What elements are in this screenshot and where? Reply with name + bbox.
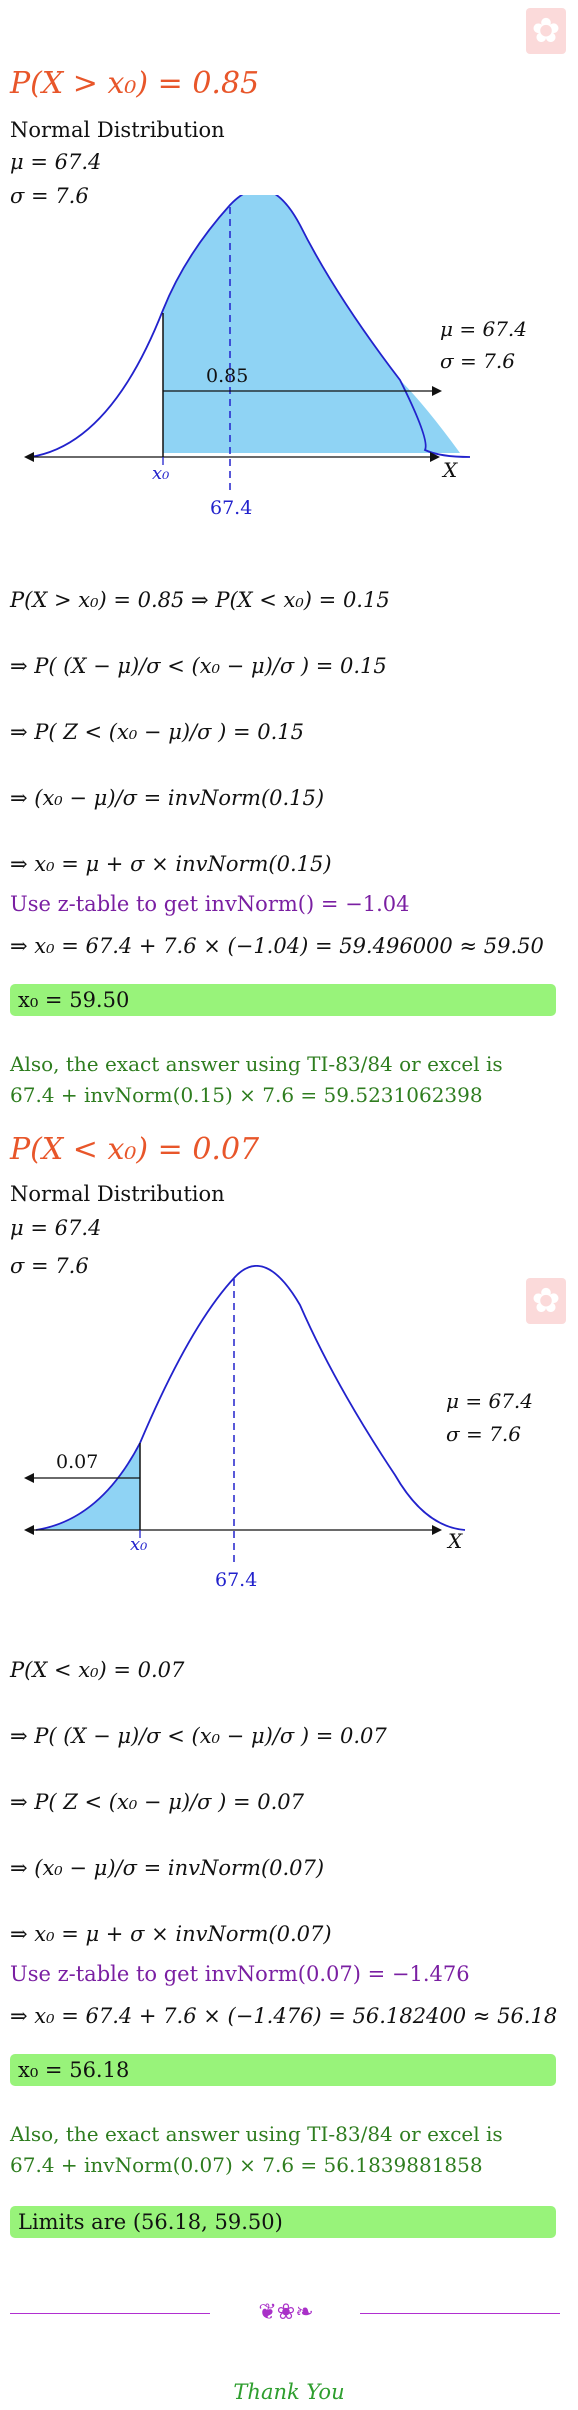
part1-step-3: ⇒ P( Z < (x₀ − μ)/σ ) = 0.15 (10, 720, 305, 744)
part1-mean-label: 67.4 (210, 497, 252, 519)
part1-title: P(X > x₀) = 0.85 (10, 66, 260, 101)
star-watermark-icon: ✿ (531, 1281, 561, 1321)
part2-mu: μ = 67.4 (10, 1216, 102, 1240)
part1-sigma: σ = 7.6 (10, 184, 89, 208)
part2-ztable-note: Use z-table to get invNorm(0.07) = −1.47… (10, 1962, 470, 1986)
part2-mean-label: 67.4 (215, 1569, 257, 1591)
divider-left (10, 2313, 210, 2314)
part2-graph-sigma: σ = 7.6 (446, 1422, 521, 1446)
part1-step-5: ⇒ x₀ = μ + σ × invNorm(0.15) (10, 852, 332, 876)
part2-exact-line-2: 67.4 + invNorm(0.07) × 7.6 = 56.18398818… (10, 2153, 483, 2177)
watermark-logo-2: ✿ (526, 1278, 566, 1324)
part1-result-box: x₀ = 59.50 (10, 984, 556, 1016)
part2-step-3: ⇒ P( Z < (x₀ − μ)/σ ) = 0.07 (10, 1790, 305, 1814)
part1-curve (29, 195, 471, 458)
part1-normal-curve-graph: 0.85 x₀ 67.4 X μ = 67.4 σ = 7.6 (24, 195, 527, 519)
part2-normal-curve-graph: 0.07 x₀ 67.4 X μ = 67.4 σ = 7.6 (24, 1265, 533, 1591)
part1-exact-line-1: Also, the exact answer using TI-83/84 or… (10, 1052, 503, 1076)
part2-axis-label: X (446, 1529, 463, 1553)
part2-title: P(X < x₀) = 0.07 (10, 1132, 260, 1167)
part1-area-label: 0.85 (206, 365, 248, 387)
star-watermark-icon: ✿ (531, 11, 561, 51)
part1-compute: ⇒ x₀ = 67.4 + 7.6 × (−1.04) = 59.496000 … (10, 934, 544, 958)
thank-you-text: Thank You (233, 2380, 345, 2404)
part1-shaded-area (163, 195, 460, 453)
part1-step-4: ⇒ (x₀ − μ)/σ = invNorm(0.15) (10, 786, 325, 810)
divider-right (360, 2313, 560, 2314)
part2-sigma: σ = 7.6 (10, 1254, 89, 1278)
part1-x0-label: x₀ (152, 463, 169, 484)
part2-dist-label: Normal Distribution (10, 1182, 225, 1206)
watermark-logo-1: ✿ (526, 8, 566, 54)
part2-curve (35, 1265, 466, 1531)
part2-area-label: 0.07 (56, 1451, 98, 1473)
part2-step-5: ⇒ x₀ = μ + σ × invNorm(0.07) (10, 1922, 332, 1946)
part2-exact-line-1: Also, the exact answer using TI-83/84 or… (10, 2122, 503, 2146)
part2-step-2: ⇒ P( (X − μ)/σ < (x₀ − μ)/σ ) = 0.07 (10, 1724, 387, 1748)
part2-step-4: ⇒ (x₀ − μ)/σ = invNorm(0.07) (10, 1856, 325, 1880)
part1-graph-mu: μ = 67.4 (440, 317, 527, 341)
part1-ztable-note: Use z-table to get invNorm() = −1.04 (10, 892, 410, 916)
ornament-icon: ❦❀❧ (258, 2300, 314, 2325)
limits-box: Limits are (56.18, 59.50) (10, 2206, 556, 2238)
part2-result-box: x₀ = 56.18 (10, 2054, 556, 2086)
part1-dist-label: Normal Distribution (10, 118, 225, 142)
part1-axis-label: X (441, 458, 458, 482)
part2-x0-label: x₀ (130, 1534, 147, 1555)
part2-graph-mu: μ = 67.4 (446, 1389, 533, 1413)
part1-exact-line-2: 67.4 + invNorm(0.15) × 7.6 = 59.52310623… (10, 1083, 483, 1107)
part2-shaded-area (40, 1443, 140, 1530)
part1-step-2: ⇒ P( (X − μ)/σ < (x₀ − μ)/σ ) = 0.15 (10, 654, 387, 678)
part1-graph-sigma: σ = 7.6 (440, 349, 515, 373)
part1-mu: μ = 67.4 (10, 150, 102, 174)
part2-step-1: P(X < x₀) = 0.07 (10, 1658, 185, 1682)
part2-compute: ⇒ x₀ = 67.4 + 7.6 × (−1.476) = 56.182400… (10, 2004, 558, 2028)
part1-step-1: P(X > x₀) = 0.85 ⇒ P(X < x₀) = 0.15 (10, 588, 390, 612)
